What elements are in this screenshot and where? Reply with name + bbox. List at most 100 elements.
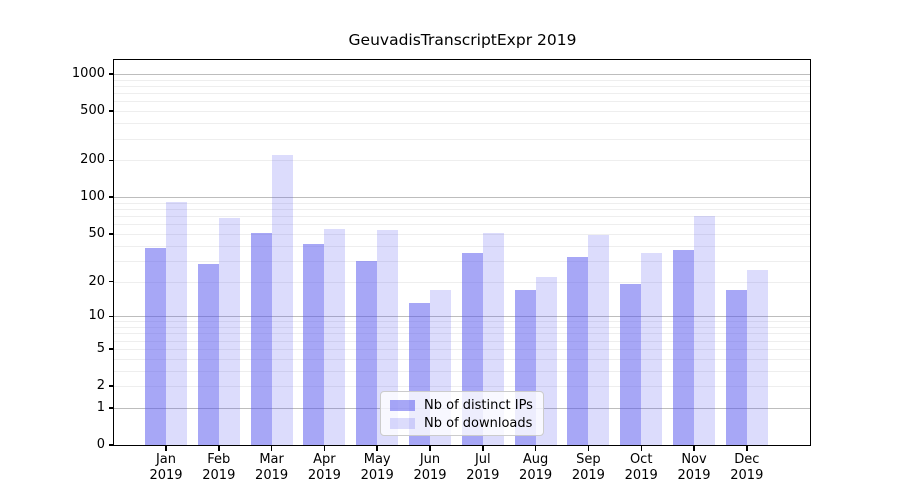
x-tick-month: Mar: [259, 452, 284, 467]
x-tick-mark: [376, 446, 378, 451]
x-tick-year: 2019: [202, 467, 236, 483]
y-tick-label: 0: [96, 437, 105, 452]
x-tick-month: Aug: [522, 452, 549, 467]
bar-distinct-ips-mar: [250, 232, 272, 445]
y-tick-label: 5: [96, 340, 105, 356]
y-tick-mark: [109, 385, 114, 387]
minor-gridline: [114, 123, 811, 125]
legend-swatch-downloads: [390, 417, 415, 429]
minor-gridline: [114, 93, 811, 95]
x-tick-label: May 2019: [345, 452, 409, 483]
minor-gridline: [114, 202, 811, 204]
x-tick-year: 2019: [571, 467, 605, 483]
bar-downloads-oct: [641, 252, 663, 445]
x-tick-mark: [693, 446, 695, 451]
x-tick-month: May: [363, 452, 391, 467]
x-tick-year: 2019: [413, 467, 447, 483]
x-tick-year: 2019: [307, 467, 341, 483]
x-tick-year: 2019: [149, 467, 183, 483]
x-tick-label: Apr 2019: [292, 452, 356, 483]
bar-distinct-ips-sep: [567, 257, 589, 445]
minor-gridline: [114, 86, 811, 87]
y-tick-label: 50: [88, 225, 105, 241]
legend-entry-distinct-ips: Nb of distinct IPs: [390, 397, 534, 413]
x-tick-month: Dec: [734, 452, 760, 467]
y-tick-label: 20: [88, 273, 105, 289]
minor-gridline: [114, 111, 811, 113]
y-tick-mark: [109, 444, 114, 446]
bar-distinct-ips-jan: [145, 248, 166, 445]
x-tick-mark: [746, 446, 748, 451]
x-tick-label: Dec 2019: [715, 452, 779, 483]
x-tick-mark: [218, 446, 220, 451]
x-tick-month: Nov: [681, 452, 707, 467]
x-tick-month: Oct: [629, 452, 653, 467]
x-tick-year: 2019: [466, 467, 500, 483]
bar-distinct-ips-may: [356, 260, 378, 445]
x-tick-year: 2019: [255, 467, 289, 483]
y-tick-mark: [109, 348, 114, 350]
x-tick-year: 2019: [360, 467, 394, 483]
x-tick-mark: [640, 446, 642, 451]
x-tick-mark: [270, 446, 273, 451]
y-tick-label: 1: [96, 399, 105, 415]
major-gridline: [114, 197, 811, 199]
y-tick-mark: [109, 280, 114, 283]
x-tick-mark: [482, 446, 484, 451]
y-tick-mark: [109, 407, 114, 409]
legend-label-downloads: Nb of downloads: [424, 415, 533, 431]
x-tick-label: Aug 2019: [504, 452, 568, 483]
x-tick-month: Jul: [474, 452, 491, 467]
x-tick-label: Feb 2019: [187, 452, 251, 483]
major-gridline: [114, 74, 811, 75]
minor-gridline: [114, 138, 811, 140]
bar-downloads-jan: [166, 201, 187, 445]
y-tick-label: 100: [80, 189, 105, 205]
y-tick-label: 500: [80, 103, 105, 119]
bar-downloads-mar: [271, 155, 293, 445]
legend-entry-downloads: Nb of downloads: [390, 415, 534, 431]
y-tick-label: 10: [88, 308, 105, 324]
x-tick-month: Sep: [576, 452, 601, 467]
bar-downloads-nov: [694, 216, 715, 445]
bar-distinct-ips-nov: [673, 249, 694, 445]
y-tick-mark: [109, 233, 114, 235]
x-tick-month: Apr: [313, 452, 336, 467]
x-tick-label: Nov 2019: [662, 452, 726, 483]
minor-gridline: [114, 224, 811, 226]
y-tick-label: 2: [96, 378, 105, 393]
bar-downloads-sep: [588, 234, 610, 445]
x-tick-label: Jun 2019: [398, 452, 462, 483]
legend: Nb of distinct IPs Nb of downloads: [380, 391, 544, 436]
minor-gridline: [114, 233, 811, 235]
x-tick-year: 2019: [677, 467, 711, 483]
bar-distinct-ips-feb: [197, 264, 219, 445]
x-tick-label: Jul 2019: [451, 452, 515, 483]
minor-gridline: [114, 101, 811, 103]
minor-gridline: [114, 245, 811, 247]
y-tick-mark: [109, 315, 114, 317]
x-tick-year: 2019: [624, 467, 658, 483]
x-tick-month: Jun: [419, 452, 441, 467]
x-tick-year: 2019: [519, 467, 553, 483]
bar-distinct-ips-oct: [620, 284, 642, 445]
legend-label-distinct-ips: Nb of distinct IPs: [424, 397, 533, 413]
x-tick-label: Mar 2019: [240, 452, 304, 483]
minor-gridline: [114, 209, 811, 210]
y-tick-mark: [109, 110, 114, 112]
x-tick-mark: [323, 446, 326, 451]
y-tick-mark: [109, 196, 114, 198]
minor-gridline: [114, 160, 811, 162]
chart-title: GeuvadisTranscriptExpr 2019: [348, 31, 577, 49]
bar-downloads-dec: [746, 270, 768, 445]
x-tick-mark: [587, 446, 590, 451]
minor-gridline: [114, 79, 811, 81]
x-tick-label: Oct 2019: [609, 452, 673, 483]
bar-downloads-feb: [218, 217, 240, 445]
x-tick-mark: [429, 446, 431, 451]
x-tick-month: Feb: [207, 452, 231, 467]
x-tick-label: Jan 2019: [134, 452, 198, 483]
x-tick-year: 2019: [730, 467, 764, 483]
y-tick-mark: [109, 73, 114, 75]
